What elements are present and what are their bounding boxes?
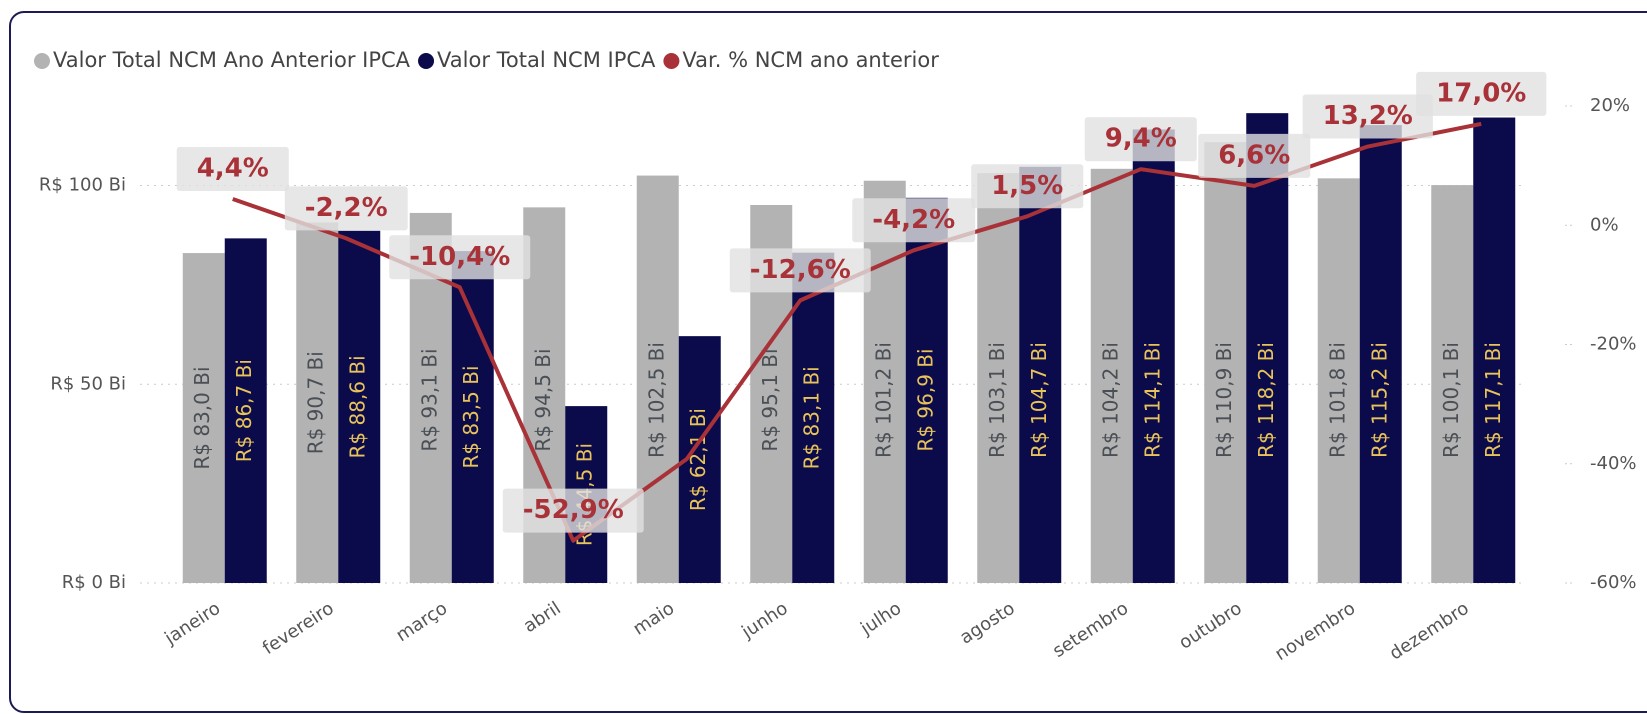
data-label: R$ 114,1 Bi (1140, 342, 1164, 458)
legend-label: Var. % NCM ano anterior (682, 48, 939, 72)
data-label: -4,2% (872, 205, 955, 235)
data-label: R$ 94,5 Bi (531, 348, 555, 451)
bar (1359, 125, 1402, 583)
data-label-group: 17,0% (1416, 71, 1547, 116)
data-label: -12,6% (750, 255, 851, 285)
data-label-box (502, 488, 644, 533)
data-label: 17,0% (1436, 78, 1526, 108)
data-label: R$ 83,5 Bi (459, 365, 483, 468)
data-label-box (1084, 117, 1197, 162)
data-label-group: -10,4% (389, 235, 531, 280)
y2-tick-label: 0% (1590, 214, 1619, 235)
y-tick-label: R$ 0 Bi (62, 572, 126, 593)
y-tick-label: R$ 100 Bi (39, 175, 126, 196)
data-label: R$ 83,1 Bi (800, 366, 824, 469)
data-label: R$ 103,1 Bi (985, 342, 1009, 458)
data-label: R$ 102,5 Bi (644, 342, 668, 458)
data-label: R$ 100,1 Bi (1439, 342, 1463, 458)
bar (792, 252, 835, 584)
bar (182, 253, 225, 583)
y2-tick-label: -40% (1590, 453, 1637, 474)
data-label: 4,4% (197, 154, 269, 184)
bar (1317, 178, 1360, 583)
y2-tick-label: 20% (1590, 95, 1630, 116)
data-label: R$ 110,9 Bi (1212, 342, 1236, 458)
data-label: 9,4% (1105, 124, 1177, 154)
data-label: R$ 83,0 Bi (190, 366, 214, 469)
data-label-box (971, 164, 1084, 209)
legend-label: Valor Total NCM IPCA (437, 48, 656, 72)
data-label: R$ 115,2 Bi (1367, 342, 1391, 458)
data-label-box (852, 198, 976, 243)
data-label-group: -4,2% (852, 198, 976, 243)
data-label: R$ 93,1 Bi (417, 348, 441, 451)
data-label: R$ 104,7 Bi (1027, 342, 1051, 458)
data-label: R$ 62,1 Bi (686, 408, 710, 511)
y2-tick-label: -20% (1590, 334, 1637, 355)
data-label-box (389, 235, 531, 280)
bar (1090, 168, 1133, 583)
bar (1431, 185, 1474, 584)
data-label: R$ 118,2 Bi (1254, 342, 1278, 458)
legend-marker (663, 53, 680, 69)
y-tick-label: R$ 50 Bi (50, 373, 126, 394)
data-label-group: 13,2% (1302, 94, 1433, 139)
bar (977, 173, 1020, 584)
data-label: 6,6% (1218, 140, 1290, 170)
data-label: R$ 117,1 Bi (1481, 342, 1505, 458)
data-label: 13,2% (1323, 101, 1413, 131)
data-label-group: 1,5% (971, 164, 1084, 209)
data-label: -10,4% (409, 242, 510, 272)
bar (338, 230, 381, 583)
bar (451, 251, 494, 583)
data-label-group: -2,2% (284, 186, 408, 231)
data-label-box (1416, 71, 1547, 116)
data-label: R$ 101,2 Bi (871, 342, 895, 458)
bar (1204, 142, 1247, 584)
bar (1473, 117, 1516, 583)
legend-marker (34, 53, 50, 69)
data-label-box (176, 147, 289, 192)
data-label-group: 9,4% (1084, 117, 1197, 162)
data-label-box (1302, 94, 1433, 139)
data-label-group: 4,4% (176, 147, 289, 192)
data-label: R$ 90,7 Bi (304, 351, 328, 454)
bar (863, 180, 906, 584)
bar (1132, 129, 1175, 583)
data-label-group: -52,9% (502, 488, 644, 533)
legend-marker (418, 53, 435, 69)
data-label: -2,2% (305, 193, 388, 223)
data-label: R$ 96,9 Bi (913, 348, 937, 451)
data-label-group: -12,6% (729, 248, 871, 293)
data-label-box (284, 186, 408, 231)
legend-label: Valor Total NCM Ano Anterior IPCA (53, 48, 411, 72)
data-label: R$ 95,1 Bi (758, 348, 782, 451)
bar (1019, 166, 1062, 583)
data-label: R$ 88,6 Bi (346, 355, 370, 458)
data-label: R$ 104,2 Bi (1098, 342, 1122, 458)
data-label-box (1198, 133, 1311, 178)
bar (224, 238, 267, 583)
data-label-box (729, 248, 871, 293)
y2-tick-label: -60% (1590, 572, 1637, 593)
bar (1246, 113, 1289, 583)
data-label: -52,9% (523, 495, 624, 525)
bar (905, 197, 948, 583)
data-label: R$ 86,7 Bi (232, 359, 256, 462)
data-label-group: 6,6% (1198, 133, 1311, 178)
bar (296, 222, 339, 583)
data-label: R$ 101,8 Bi (1325, 342, 1349, 458)
data-label: 1,5% (991, 171, 1063, 201)
